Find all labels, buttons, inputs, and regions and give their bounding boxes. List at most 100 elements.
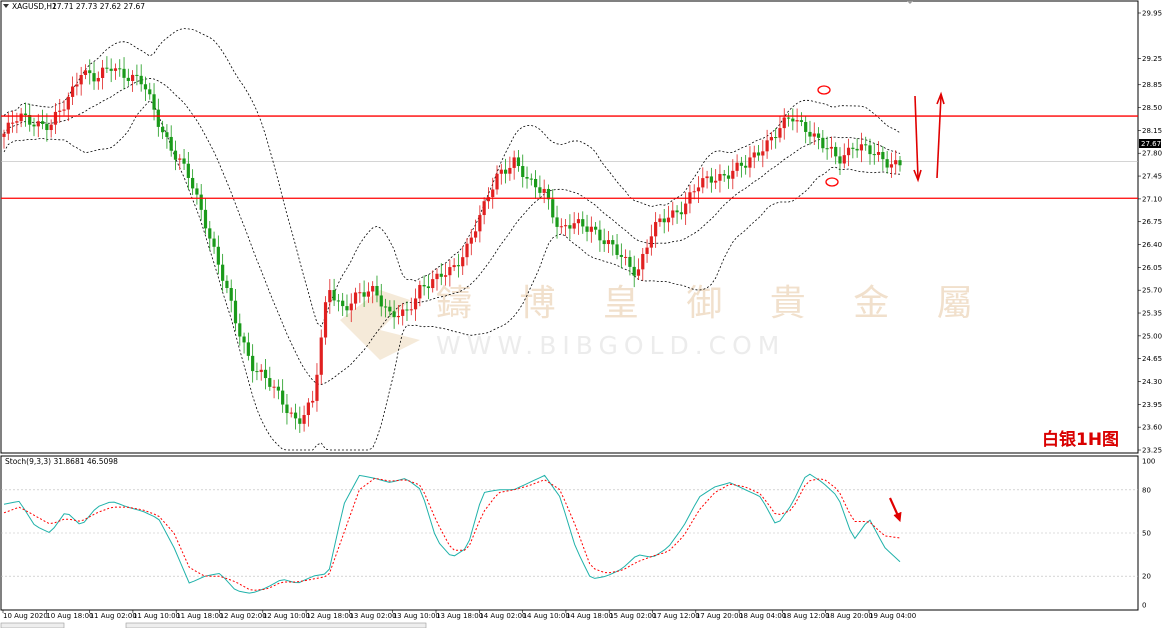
stoch-tick-label: 50 — [1142, 530, 1151, 538]
candle — [615, 234, 619, 260]
candle — [649, 224, 653, 256]
candle — [6, 112, 10, 141]
price-tick-label: 26.05 — [1142, 264, 1162, 272]
candle — [774, 128, 778, 149]
candle — [371, 281, 375, 304]
candle — [868, 138, 872, 165]
candle — [885, 150, 889, 174]
candle — [559, 218, 563, 234]
candle — [748, 146, 752, 178]
symbol-header: XAGUSD,H1 27.71 27.73 27.62 27.67 — [3, 2, 145, 11]
candle — [594, 222, 598, 235]
candle — [744, 154, 748, 175]
time-tick-label: 17 Aug 12:00 — [653, 612, 700, 620]
time-tick-label: 11 Aug 10:00 — [133, 612, 180, 620]
candle — [259, 364, 263, 381]
candle — [246, 332, 250, 361]
candle — [32, 117, 36, 137]
time-tick-label: 18 Aug 20:00 — [826, 612, 873, 620]
candle — [178, 154, 182, 170]
candle — [791, 108, 795, 131]
candle — [242, 332, 246, 354]
current-price-tag: 27.67 — [1139, 139, 1161, 148]
time-tick-label: 19 Aug 04:00 — [869, 612, 916, 620]
bollinger-upper — [3, 28, 901, 328]
candle — [392, 300, 396, 329]
symbol-label: XAGUSD,H1 — [12, 2, 57, 11]
candle — [405, 301, 409, 322]
bottom-tab-1[interactable] — [0, 622, 65, 628]
candle — [126, 68, 130, 86]
price-tick-label: 24.65 — [1142, 355, 1162, 363]
candle — [53, 103, 58, 134]
candle — [173, 140, 178, 171]
candle — [255, 362, 259, 381]
candle — [533, 170, 538, 200]
candle — [341, 292, 345, 317]
candle — [203, 198, 208, 235]
candle — [199, 184, 203, 221]
annotations — [817, 85, 945, 523]
candle — [216, 235, 220, 275]
chevron-down-icon[interactable] — [3, 4, 9, 8]
candle — [298, 406, 302, 433]
candle — [598, 220, 602, 252]
candle — [122, 57, 126, 90]
candle — [281, 379, 285, 413]
candle — [666, 205, 671, 232]
candle — [671, 201, 675, 226]
candle — [894, 150, 898, 175]
candle — [589, 216, 593, 243]
candle — [131, 70, 135, 92]
candle — [10, 110, 15, 133]
candle — [285, 394, 289, 425]
candle — [452, 258, 456, 272]
stoch-down-arrow — [888, 497, 902, 523]
time-tick-label: 12 Aug 02:00 — [220, 612, 267, 620]
candle — [765, 129, 769, 159]
candle — [456, 253, 461, 278]
candle — [345, 294, 349, 318]
candle — [422, 275, 426, 296]
candle — [756, 145, 761, 161]
candle — [362, 280, 366, 307]
candle — [804, 115, 808, 144]
stoch-tick-label: 20 — [1142, 573, 1151, 581]
candle — [49, 119, 53, 138]
bottom-tab-2[interactable] — [125, 622, 427, 628]
candle — [388, 300, 392, 318]
candle — [564, 218, 568, 237]
candle — [401, 303, 405, 326]
price-tick-label: 28.85 — [1142, 81, 1162, 89]
candle — [542, 179, 546, 204]
candle — [482, 197, 486, 225]
bottom-circle-marker — [825, 177, 839, 187]
candle — [611, 235, 615, 256]
candle — [328, 279, 332, 314]
candle — [40, 109, 45, 130]
candle — [83, 64, 88, 80]
bollinger-lower — [3, 100, 901, 451]
candle — [233, 289, 238, 331]
candle — [645, 239, 649, 263]
price-tick-label: 24.30 — [1142, 378, 1162, 386]
candle — [45, 113, 49, 142]
candle — [606, 231, 611, 254]
candle — [148, 82, 152, 100]
candle — [302, 405, 306, 432]
candle — [872, 142, 876, 165]
candle — [739, 156, 743, 178]
candle — [851, 142, 855, 159]
candle — [521, 154, 525, 188]
candle — [572, 212, 576, 235]
candle — [105, 56, 109, 74]
candle — [568, 214, 572, 240]
candle — [143, 76, 148, 102]
candle — [92, 61, 96, 90]
candle — [353, 287, 358, 310]
candle — [272, 379, 276, 399]
candle — [662, 208, 666, 234]
candle — [581, 211, 585, 234]
stoch-tick-label: 0 — [1142, 602, 1146, 610]
candle — [864, 136, 868, 151]
